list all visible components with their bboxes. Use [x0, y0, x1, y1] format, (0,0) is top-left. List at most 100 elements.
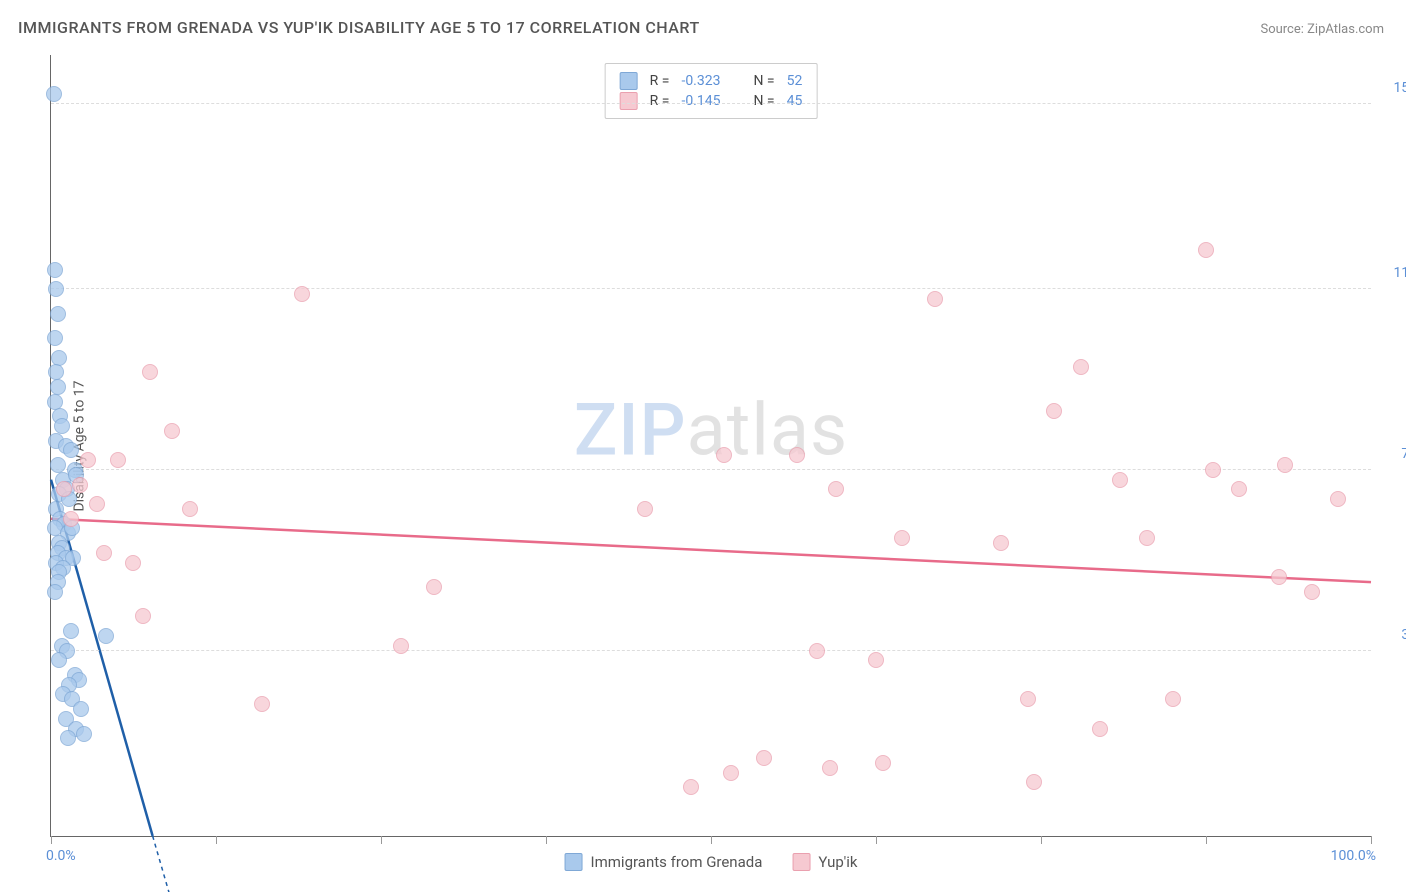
r-label: R =	[650, 73, 670, 89]
scatter-point	[393, 638, 409, 654]
series-legend: Immigrants from Grenada Yup'ik	[565, 853, 858, 871]
scatter-point	[54, 418, 70, 434]
scatter-point	[80, 452, 96, 468]
scatter-point	[894, 530, 910, 546]
x-tick-label: 0.0%	[46, 848, 76, 864]
scatter-point	[1165, 691, 1181, 707]
n-value: 45	[787, 93, 803, 109]
scatter-point	[1073, 359, 1089, 375]
scatter-point	[73, 701, 89, 717]
gridline	[51, 103, 1371, 104]
trend-line	[51, 519, 1371, 582]
legend-item: Immigrants from Grenada	[565, 853, 763, 871]
scatter-point	[716, 447, 732, 463]
scatter-point	[47, 262, 63, 278]
legend-stat-row: R = -0.145 N = 45	[620, 92, 803, 110]
scatter-point	[63, 442, 79, 458]
x-tick	[546, 836, 547, 844]
scatter-point	[56, 481, 72, 497]
gridline	[51, 469, 1371, 470]
legend-label: Immigrants from Grenada	[591, 853, 763, 871]
r-value: -0.323	[681, 73, 741, 89]
r-label: R =	[650, 93, 670, 109]
scatter-point	[789, 447, 805, 463]
scatter-point	[1112, 472, 1128, 488]
scatter-point	[63, 623, 79, 639]
legend-item: Yup'ik	[792, 853, 857, 871]
scatter-point	[89, 496, 105, 512]
scatter-point	[809, 643, 825, 659]
x-tick-label: 100.0%	[1331, 848, 1376, 864]
legend-swatch	[792, 853, 810, 871]
legend-swatch	[620, 72, 638, 90]
scatter-point	[96, 545, 112, 561]
trend-lines-layer	[51, 55, 1371, 836]
scatter-point	[125, 555, 141, 571]
n-value: 52	[787, 73, 803, 89]
legend-label: Yup'ik	[818, 853, 857, 871]
scatter-point	[46, 86, 62, 102]
correlation-legend: R = -0.323 N = 52 R = -0.145 N = 45	[605, 63, 818, 119]
scatter-point	[47, 584, 63, 600]
n-label: N =	[753, 93, 774, 109]
legend-swatch	[565, 853, 583, 871]
x-tick	[216, 836, 217, 844]
scatter-point	[426, 579, 442, 595]
scatter-point	[98, 628, 114, 644]
scatter-point	[51, 350, 67, 366]
legend-stat-row: R = -0.323 N = 52	[620, 72, 803, 90]
scatter-point	[868, 652, 884, 668]
scatter-point	[50, 306, 66, 322]
watermark: ZIPatlas	[574, 387, 848, 472]
x-tick	[51, 836, 52, 844]
scatter-point	[294, 286, 310, 302]
scatter-point	[48, 364, 64, 380]
scatter-point	[637, 501, 653, 517]
scatter-point	[48, 281, 64, 297]
scatter-point	[135, 608, 151, 624]
scatter-point	[142, 364, 158, 380]
scatter-point	[1304, 584, 1320, 600]
y-tick-label: 11.2%	[1376, 265, 1406, 281]
scatter-point	[993, 535, 1009, 551]
y-tick-label: 7.5%	[1376, 446, 1406, 462]
scatter-point	[1026, 774, 1042, 790]
x-tick	[381, 836, 382, 844]
scatter-point	[254, 696, 270, 712]
scatter-point	[822, 760, 838, 776]
scatter-point	[47, 330, 63, 346]
chart-plot-area: ZIPatlas R = -0.323 N = 52 R = -0.145 N = 4…	[50, 55, 1371, 837]
n-label: N =	[753, 73, 774, 89]
scatter-point	[1231, 481, 1247, 497]
scatter-point	[683, 779, 699, 795]
y-tick-label: 15.0%	[1376, 80, 1406, 96]
trend-line-extrapolated	[153, 836, 173, 892]
scatter-point	[756, 750, 772, 766]
scatter-point	[63, 511, 79, 527]
scatter-point	[182, 501, 198, 517]
scatter-point	[1139, 530, 1155, 546]
legend-swatch	[620, 92, 638, 110]
scatter-point	[875, 755, 891, 771]
r-value: -0.145	[681, 93, 741, 109]
x-tick	[1206, 836, 1207, 844]
gridline	[51, 650, 1371, 651]
source-attribution: Source: ZipAtlas.com	[1260, 22, 1384, 37]
y-tick-label: 3.8%	[1376, 627, 1406, 643]
x-tick	[1371, 836, 1372, 844]
scatter-point	[164, 423, 180, 439]
scatter-point	[1020, 691, 1036, 707]
scatter-point	[50, 457, 66, 473]
scatter-point	[47, 394, 63, 410]
scatter-point	[1277, 457, 1293, 473]
scatter-point	[110, 452, 126, 468]
scatter-point	[1046, 403, 1062, 419]
scatter-point	[1205, 462, 1221, 478]
scatter-point	[1092, 721, 1108, 737]
x-tick	[1041, 836, 1042, 844]
scatter-point	[76, 726, 92, 742]
scatter-point	[60, 730, 76, 746]
scatter-point	[51, 652, 67, 668]
scatter-point	[1198, 242, 1214, 258]
scatter-point	[828, 481, 844, 497]
